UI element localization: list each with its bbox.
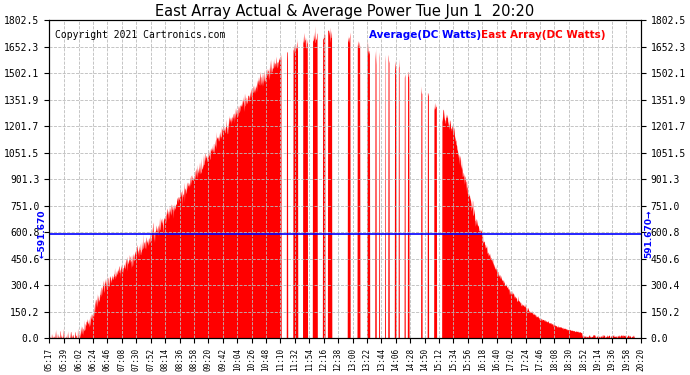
Text: 591.670→: 591.670→ <box>644 210 653 258</box>
Text: Copyright 2021 Cartronics.com: Copyright 2021 Cartronics.com <box>55 30 226 40</box>
Title: East Array Actual & Average Power Tue Jun 1  20:20: East Array Actual & Average Power Tue Ju… <box>155 4 535 19</box>
Text: East Array(DC Watts): East Array(DC Watts) <box>481 30 606 40</box>
Text: ←591.670: ←591.670 <box>37 210 46 258</box>
Text: Average(DC Watts): Average(DC Watts) <box>368 30 481 40</box>
